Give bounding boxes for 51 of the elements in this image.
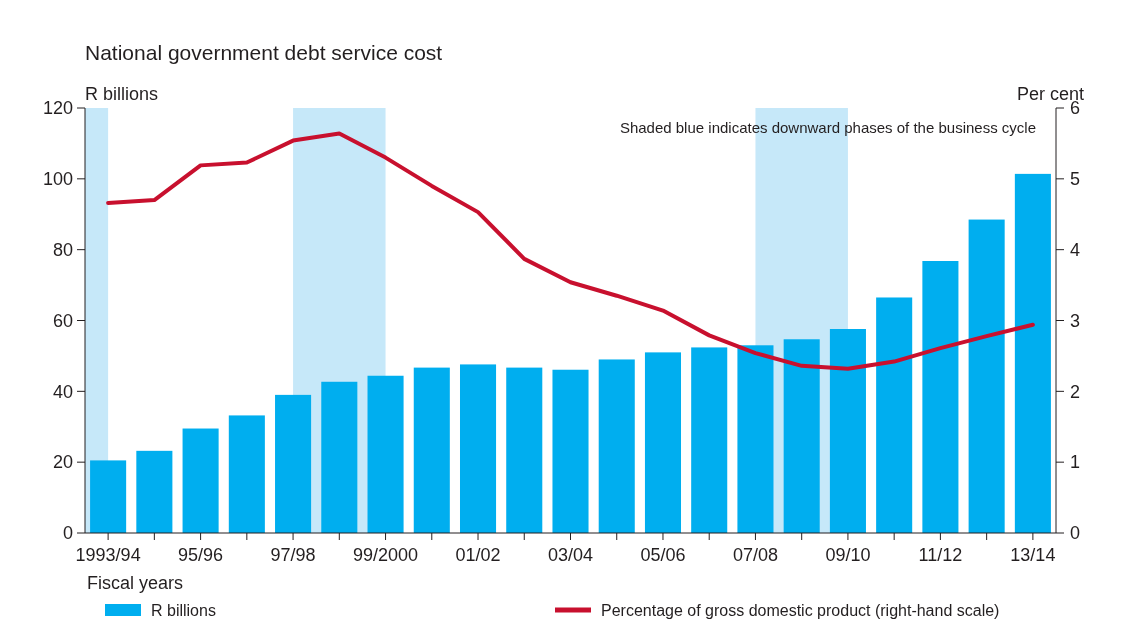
bar (876, 297, 913, 533)
x-tick-label: 05/06 (640, 545, 686, 565)
y2-tick-label: 5 (1070, 169, 1081, 190)
bar (321, 381, 358, 533)
y-tick-label: 120 (42, 98, 73, 119)
y-tick-label: 80 (52, 239, 73, 260)
bar (737, 345, 774, 533)
bar (275, 394, 312, 533)
chart-title: National government debt service cost (85, 41, 443, 64)
bar (90, 460, 127, 533)
legend-label: Percentage of gross domestic product (right-hand scale) (601, 602, 1000, 619)
x-tick-label: 13/14 (1010, 545, 1056, 565)
bar (182, 428, 219, 533)
y-tick-label: 40 (52, 381, 73, 402)
y-tick-label: 60 (52, 310, 73, 331)
y2-tick-label: 1 (1070, 452, 1081, 473)
y-axis-title: R billions (85, 84, 159, 104)
bar (506, 367, 543, 533)
y-tick-label: 0 (62, 523, 73, 544)
bar (413, 367, 450, 533)
bar (829, 329, 866, 533)
x-tick-label: 07/08 (732, 545, 778, 565)
y2-tick-label: 0 (1070, 523, 1081, 544)
bar (459, 364, 497, 533)
y-tick-label: 20 (52, 452, 73, 473)
bar (136, 450, 173, 533)
y2-tick-label: 2 (1070, 381, 1081, 402)
bar (598, 359, 635, 533)
annotation: Shaded blue indicates downward phases of the business cycle (619, 119, 1036, 136)
bar (552, 369, 589, 533)
bar (644, 352, 682, 533)
bar (228, 415, 265, 533)
x-tick-label: 11/12 (918, 545, 963, 565)
y2-tick-label: 4 (1070, 239, 1081, 260)
bar (1014, 173, 1051, 533)
bar (367, 375, 404, 533)
x-tick-label: 01/02 (455, 545, 501, 565)
x-axis-title: Fiscal years (87, 573, 184, 593)
x-tick-label: 1993/94 (75, 545, 141, 565)
y-tick-label: 100 (42, 169, 73, 190)
x-tick-label: 95/96 (178, 545, 224, 565)
x-tick-label: 97/98 (270, 545, 316, 565)
x-tick-label: 09/10 (825, 545, 871, 565)
x-tick-label: 99/2000 (353, 545, 419, 565)
bar (922, 261, 959, 533)
bar (691, 347, 728, 533)
bar (783, 339, 820, 533)
bar (968, 219, 1005, 533)
legend-label: R billions (151, 602, 216, 619)
y2-tick-label: 3 (1070, 310, 1081, 331)
x-tick-label: 03/04 (547, 545, 594, 565)
